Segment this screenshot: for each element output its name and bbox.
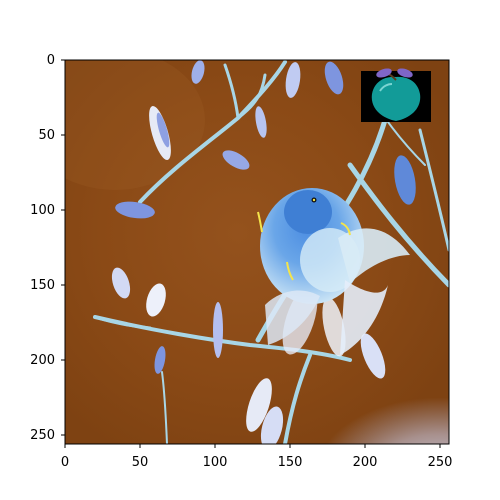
leaf (394, 155, 416, 205)
leaf (260, 406, 284, 444)
leaf (246, 378, 272, 432)
leaf (360, 333, 386, 379)
leaf (255, 106, 267, 138)
axes-frame (64, 59, 450, 445)
leaf (111, 267, 131, 299)
leaf (191, 60, 205, 84)
leaf (324, 61, 344, 95)
apple-body (371, 76, 421, 121)
x-tick-label-50: 50 (132, 455, 149, 470)
bird-yellow-accent (340, 222, 351, 236)
leaf (322, 297, 346, 357)
leaf (213, 302, 223, 358)
branch-lower-left-fork (93, 315, 152, 330)
leaf (285, 62, 301, 98)
y-tick-label-150: 150 (30, 278, 55, 293)
bird-left-wing (265, 290, 320, 345)
x-tick-label-150: 150 (278, 455, 303, 470)
leaf (146, 283, 166, 317)
leaf-shadow (156, 112, 170, 148)
photo-content (65, 60, 449, 444)
y-tick-label-200: 200 (30, 353, 55, 368)
apple-leaf-right (397, 68, 413, 78)
branch-far-right (418, 128, 449, 252)
apple-highlight (379, 83, 393, 92)
x-axis: 0 50 100 150 200 250 (61, 444, 453, 470)
bird-eye-highlight (312, 198, 316, 202)
bird-yellow-accent (257, 211, 263, 233)
bottom-right-haze (230, 320, 449, 444)
x-tick-label-0: 0 (61, 455, 69, 470)
apple-icon (371, 68, 421, 121)
apple-leaf-left (376, 68, 392, 78)
bird-right-wing (338, 228, 410, 283)
leaf (222, 150, 250, 170)
branch-thin-bottom (161, 371, 168, 444)
branch-upper-diagonal (138, 60, 287, 204)
bird (257, 188, 410, 355)
branch-bottom-center (283, 353, 312, 444)
y-axis: 0 50 100 150 200 250 (30, 53, 65, 443)
bird-yellow-accent (286, 261, 294, 281)
x-tick-label-250: 250 (428, 455, 453, 470)
bird-tail (340, 280, 388, 355)
branch-upper-fork (236, 73, 267, 120)
bird-head (284, 190, 332, 234)
leaf (154, 346, 166, 374)
apple-overlay (361, 68, 431, 122)
x-tick-label-100: 100 (203, 455, 228, 470)
branch-right-horizontal (347, 162, 449, 288)
y-tick-label-250: 250 (30, 428, 55, 443)
y-tick-label-0: 0 (47, 53, 55, 68)
y-tick-label-100: 100 (30, 203, 55, 218)
leaf (115, 201, 155, 219)
y-tick-label-50: 50 (38, 128, 55, 143)
branch-top-stem (223, 63, 240, 120)
warm-glow (65, 60, 205, 190)
x-tick-label-200: 200 (353, 455, 378, 470)
